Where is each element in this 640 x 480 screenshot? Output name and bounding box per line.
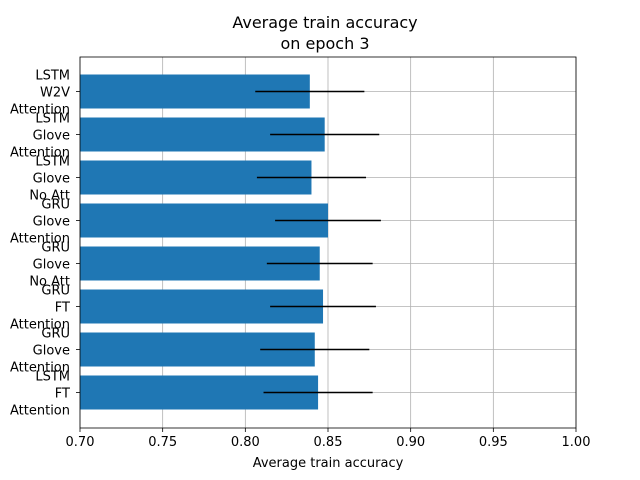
y-tick-label: FT [55, 301, 70, 316]
chart-title-line-2: on epoch 3 [280, 34, 369, 53]
y-tick-label: Attention [10, 103, 70, 118]
y-tick-label: No Att [29, 189, 70, 204]
y-tick-label: Attention [10, 404, 70, 419]
y-tick-label: FT [55, 387, 70, 402]
y-tick-label: GRU [41, 327, 70, 342]
y-tick-label: GRU [41, 284, 70, 299]
x-axis-ticks: 0.70 0.75 0.80 0.85 0.90 0.95 1.00 [66, 428, 591, 450]
y-axis-ticks: LSTMW2VAttentionLSTMGloveAttentionLSTMGl… [10, 69, 80, 419]
x-tick-label: 1.00 [562, 435, 591, 450]
x-tick-label: 0.70 [66, 435, 95, 450]
error-bars [255, 90, 381, 394]
y-tick-label: GRU [41, 241, 70, 256]
y-tick-label: Glove [33, 172, 70, 187]
x-tick-label: 0.90 [396, 435, 425, 450]
y-tick-label: Glove [33, 344, 70, 359]
y-tick-label: LSTM [35, 155, 70, 170]
y-tick-label: LSTM [35, 370, 70, 385]
y-tick-label: LSTM [35, 112, 70, 127]
y-tick-label: Glove [33, 258, 70, 273]
x-tick-label: 0.85 [314, 435, 343, 450]
x-axis-label: Average train accuracy [253, 456, 404, 471]
x-tick-label: 0.75 [148, 435, 177, 450]
y-tick-label: W2V [40, 86, 70, 101]
y-tick-label: Attention [10, 232, 70, 247]
y-tick-label: No Att [29, 275, 70, 290]
chart-title-line-1: Average train accuracy [232, 13, 417, 32]
y-tick-label: Attention [10, 361, 70, 376]
bars [80, 74, 328, 410]
y-tick-label: Attention [10, 318, 70, 333]
x-tick-label: 0.95 [479, 435, 508, 450]
y-tick-label: LSTM [35, 69, 70, 84]
y-tick-label: GRU [41, 198, 70, 213]
y-tick-label: Glove [33, 129, 70, 144]
grid-lines [79, 57, 577, 428]
x-tick-label: 0.80 [231, 435, 260, 450]
y-tick-label: Attention [10, 146, 70, 161]
y-tick-label: Glove [33, 215, 70, 230]
